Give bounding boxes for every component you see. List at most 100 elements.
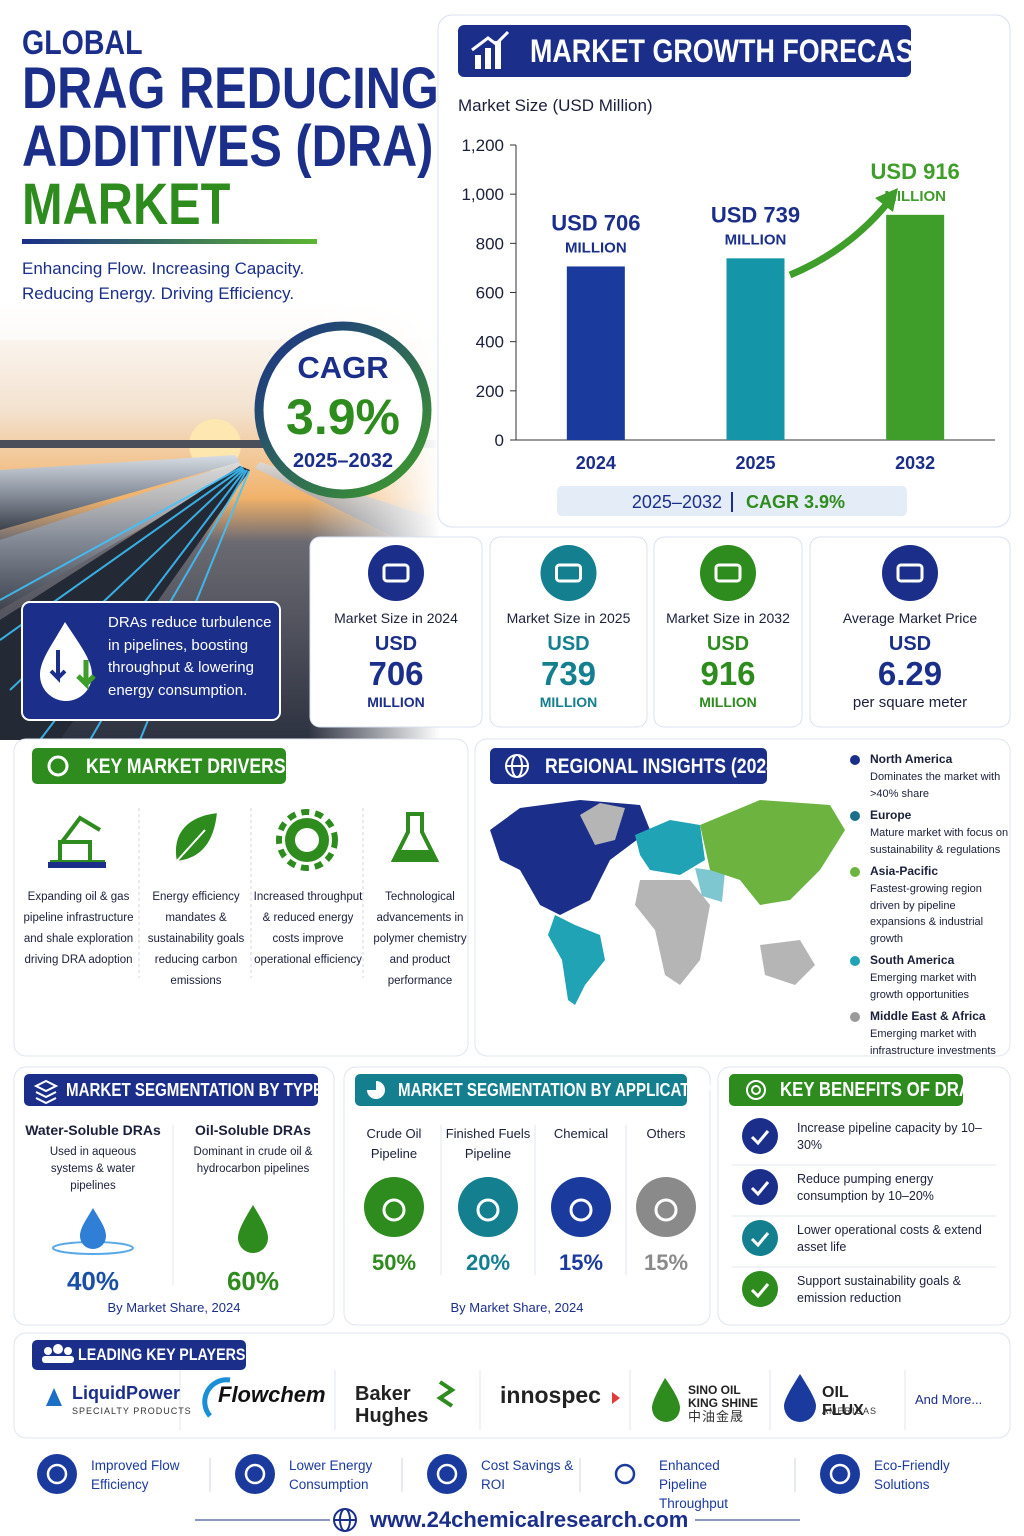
type-share: 40%	[66, 1266, 120, 1296]
tagline: Reducing Energy. Driving Efficiency.	[22, 284, 295, 303]
stat-prefix: USD	[547, 633, 590, 655]
section-title: MARKET SEGMENTATION BY APPLICATION	[398, 1080, 717, 1100]
value-label: USD 739	[711, 202, 800, 227]
app-icon-glyph	[654, 1198, 678, 1222]
region-desc: Dominates the market with >40% share	[870, 771, 1001, 800]
feature-icon-glyph	[244, 1463, 266, 1485]
globe-icon	[333, 1508, 357, 1532]
value-label: USD 706	[551, 210, 640, 235]
value-unit: MILLION	[565, 239, 627, 256]
y-axis-label: Market Size (USD Million)	[458, 96, 653, 115]
legend-dot	[850, 755, 860, 765]
y-tick-label: 600	[476, 284, 504, 303]
kicker: GLOBAL	[22, 24, 143, 62]
title-line: DRAG REDUCING	[22, 56, 439, 121]
app-icon-glyph	[476, 1198, 500, 1222]
section-title: MARKET SEGMENTATION BY TYPE	[66, 1080, 324, 1100]
bar	[566, 266, 625, 440]
legend-dot	[850, 811, 860, 821]
player-sub: SPECIALTY PRODUCTS	[72, 1406, 192, 1416]
stat-value: 739	[540, 655, 597, 692]
title-underline	[22, 239, 317, 244]
feature-icon	[605, 1454, 645, 1494]
layers-icon	[33, 1079, 59, 1105]
stat-icon	[368, 545, 424, 601]
stat-unit: per square meter	[852, 694, 968, 711]
stat-label: Market Size in 2032	[666, 610, 790, 626]
players-more: And More...	[915, 1392, 983, 1407]
pie-icon	[367, 1081, 385, 1099]
feature-text: Lower Energy Consumption	[289, 1458, 373, 1492]
value-label: USD 916	[871, 159, 960, 184]
stat-value: 916	[700, 655, 756, 692]
stat-prefix: USD	[374, 633, 418, 655]
benefit-icon	[742, 1220, 778, 1256]
app-name: Crude Oil Pipeline	[366, 1126, 422, 1161]
app-share: 50%	[371, 1250, 417, 1275]
player-name: Baker Hughes	[355, 1383, 429, 1427]
arrow-icon	[49, 650, 67, 683]
target-icon	[746, 1080, 766, 1100]
player-name: SINO OIL KING SHINE	[688, 1383, 759, 1411]
title-pill	[32, 1340, 246, 1370]
stat-icon-glyph	[382, 563, 410, 583]
chart-icon	[471, 30, 510, 69]
title-pill	[458, 25, 911, 77]
benefit-icon	[742, 1169, 778, 1205]
bar	[726, 258, 785, 440]
arrow-icon	[76, 660, 96, 691]
feature-icon-glyph	[436, 1463, 458, 1485]
section-title: KEY BENEFITS OF DRAs	[780, 1079, 981, 1101]
app-share: 20%	[465, 1250, 511, 1275]
type-desc: Dominant in crude oil & hydrocarbon pipe…	[193, 1146, 313, 1175]
region-desc: Mature market with focus on sustainabili…	[870, 827, 1009, 856]
region-desc: Emerging market with growth opportunitie…	[870, 972, 977, 1001]
title-pill	[24, 1074, 318, 1106]
stat-value: 6.29	[877, 655, 943, 692]
cagr-period: 2025–2032	[292, 450, 394, 472]
region-name: South America	[870, 953, 955, 967]
region-name: North America	[870, 752, 953, 766]
stat-icon-glyph	[555, 563, 582, 583]
app-share: 15%	[643, 1250, 689, 1275]
cagr-ring	[254, 321, 432, 499]
region-name: Middle East & Africa	[870, 1009, 986, 1023]
section-title: KEY MARKET DRIVERS	[86, 755, 286, 778]
app-share: 15%	[558, 1250, 604, 1275]
benefit-text: Lower operational costs & extend asset l…	[797, 1223, 982, 1254]
app-name: Finished Fuels Pipeline	[445, 1126, 531, 1161]
region-name: Europe	[870, 808, 912, 822]
app-icon	[364, 1177, 424, 1237]
stat-icon-glyph	[714, 563, 742, 583]
drivers-panel	[13, 738, 469, 1057]
app-panel	[343, 1066, 711, 1326]
app-icon	[551, 1177, 611, 1237]
feature-text: Cost Savings & ROI	[481, 1458, 574, 1492]
value-unit: MILLION	[884, 188, 946, 205]
title-highlight: MARKET	[22, 172, 231, 237]
benefit-icon	[742, 1118, 778, 1154]
feature-icon	[820, 1454, 860, 1494]
growth-arrow	[788, 197, 893, 279]
globe-icon	[505, 754, 529, 778]
players-panel	[13, 1332, 1011, 1439]
y-tick-label: 400	[476, 333, 504, 352]
feature-text: Eco-Friendly Solutions	[874, 1458, 950, 1492]
app-icon	[636, 1177, 696, 1237]
feature-icon-glyph	[614, 1463, 636, 1485]
tagline: Enhancing Flow. Increasing Capacity.	[22, 259, 305, 278]
chart-title: MARKET GROWTH FORECAST	[530, 33, 931, 69]
chart-footer-cagr: CAGR 3.9%	[746, 492, 845, 512]
title-pill	[32, 748, 286, 784]
value-unit: MILLION	[725, 231, 787, 248]
benefit-text: Reduce pumping energy consumption by 10–…	[797, 1172, 934, 1203]
title-pill	[355, 1074, 687, 1106]
y-tick-label: 200	[476, 382, 504, 401]
stat-label: Market Size in 2024	[334, 610, 458, 626]
world-map	[490, 800, 845, 1005]
dividers	[440, 1125, 627, 1275]
callout-text: DRAs reduce turbulence in pipelines, boo…	[108, 614, 272, 699]
player-name: OIL FLUX	[822, 1384, 864, 1419]
section-title: LEADING KEY PLAYERS	[78, 1345, 246, 1364]
